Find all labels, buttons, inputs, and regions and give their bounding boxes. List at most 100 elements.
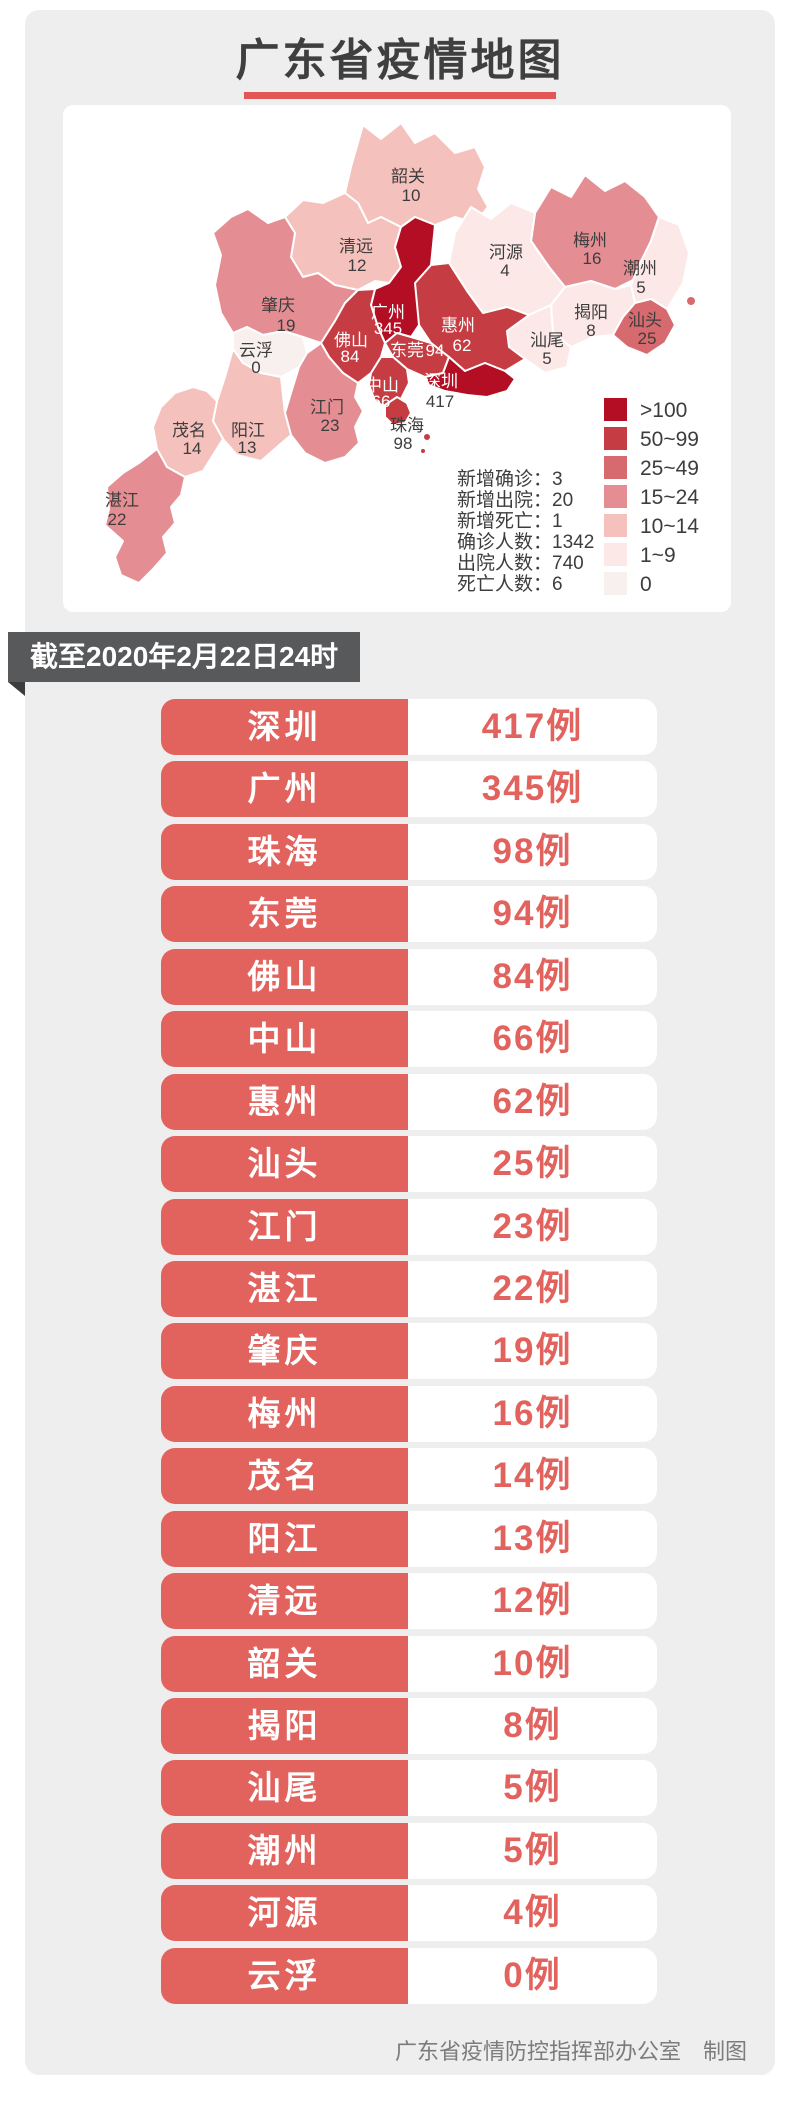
table-row: 深圳 417例 (161, 699, 657, 755)
region-huizhou (406, 262, 530, 372)
region-zhuhai (384, 396, 412, 426)
table-row: 阳江 13例 (161, 1510, 657, 1567)
legend-label-15-24: 15~24 (640, 486, 699, 509)
guangdong-choropleth-map: 韶关 10 清远 12 肇庆 19 云浮 0 梅州 16 河源 4 潮州 5 揭… (104, 122, 699, 596)
table-row-cases: 22例 (408, 1260, 657, 1317)
table-row-cases: 94例 (408, 886, 657, 943)
table-row-cases: 19例 (408, 1323, 657, 1380)
table-row-city: 茂名 (161, 1448, 408, 1505)
map-label-foshan-value: 84 (341, 347, 360, 366)
table-row-city: 汕头 (161, 1136, 408, 1193)
city-case-table: 深圳 417例 广州 345例 珠海 98例 东莞 94例 佛山 84例 中山 66例 惠州… (161, 699, 657, 2010)
map-label-zhaoqing-name: 肇庆 (261, 296, 295, 315)
table-row-cases: 84例 (408, 948, 657, 1005)
map-label-heyuan-value: 4 (500, 261, 509, 280)
region-zhuhai-island-1 (422, 432, 432, 442)
map-label-jieyang-value: 8 (586, 321, 595, 340)
table-row-city: 中山 (161, 1011, 408, 1068)
legend-label-10-14: 10~14 (640, 515, 699, 538)
map-label-dongguan-value: 94 (426, 341, 445, 360)
table-row: 佛山 84例 (161, 948, 657, 1005)
map-label-shantou-value: 25 (638, 329, 657, 348)
table-row-city: 湛江 (161, 1260, 408, 1317)
map-label-jiangmen-name: 江门 (310, 398, 344, 417)
map-label-dongguan-name: 东莞 (390, 341, 424, 360)
stat-total-deaths: 死亡人数：6 (457, 573, 563, 595)
table-row: 汕尾 5例 (161, 1760, 657, 1817)
table-row-cases: 417例 (408, 699, 657, 755)
region-yunfu (232, 326, 308, 378)
map-label-zhuhai-name: 珠海 (390, 416, 424, 435)
table-row-city: 珠海 (161, 823, 408, 880)
table-row-cases: 98例 (408, 823, 657, 880)
map-label-jiangmen-value: 23 (321, 416, 340, 435)
table-row: 中山 66例 (161, 1011, 657, 1068)
table-row: 云浮 0例 (161, 1947, 657, 2004)
table-row-cases: 10例 (408, 1635, 657, 1692)
table-row-city: 东莞 (161, 886, 408, 943)
table-row: 湛江 22例 (161, 1260, 657, 1317)
table-row-city: 韶关 (161, 1635, 408, 1692)
legend-swatch-50-99 (604, 427, 627, 450)
page-title: 广东省疫情地图 (235, 36, 565, 85)
table-row: 潮州 5例 (161, 1822, 657, 1879)
date-banner-fold (8, 682, 25, 696)
table-row-cases: 14例 (408, 1448, 657, 1505)
table-row: 广州 345例 (161, 761, 657, 818)
stat-new-discharged: 新增出院：20 (457, 489, 573, 511)
map-label-yangjiang-name: 阳江 (231, 421, 265, 440)
table-row-cases: 25例 (408, 1136, 657, 1193)
table-row-cases: 16例 (408, 1385, 657, 1442)
map-label-meizhou-value: 16 (583, 249, 602, 268)
table-row-cases: 66例 (408, 1011, 657, 1068)
region-zhanjiang (104, 448, 186, 584)
map-label-shaoguan-value: 10 (402, 186, 421, 205)
legend-swatch-gt100 (604, 398, 627, 421)
map-label-huizhou-name: 惠州 (441, 316, 475, 335)
map-label-chaozhou-name: 潮州 (623, 259, 657, 278)
region-jiangmen (284, 342, 364, 464)
map-label-shanwei-value: 5 (542, 349, 551, 368)
table-row: 惠州 62例 (161, 1073, 657, 1130)
map-label-meizhou-name: 梅州 (573, 231, 607, 250)
table-row-city: 江门 (161, 1198, 408, 1255)
content-card: 广东省疫情地图 (8, 10, 775, 2075)
table-row: 梅州 16例 (161, 1385, 657, 1442)
stat-new-confirmed: 新增确诊：3 (457, 468, 563, 490)
legend-label-gt100: >100 (640, 399, 687, 422)
map-label-zhongshan-value: 66 (372, 392, 391, 411)
map-label-qingyuan-name: 清远 (339, 237, 373, 256)
stat-new-deaths: 新增死亡：1 (457, 510, 563, 532)
footer-credit: 广东省疫情防控指挥部办公室 制图 (394, 2039, 747, 2064)
table-row-city: 惠州 (161, 1073, 408, 1130)
region-shenzhen (424, 356, 516, 398)
table-row-city: 梅州 (161, 1385, 408, 1442)
table-row: 韶关 10例 (161, 1635, 657, 1692)
stat-total-confirmed: 确诊人数：1342 (457, 531, 594, 553)
map-label-yunfu-value: 0 (251, 358, 260, 377)
legend-swatch-15-24 (604, 485, 627, 508)
map-label-zhanjiang-name: 湛江 (105, 491, 139, 510)
table-row-city: 汕尾 (161, 1760, 408, 1817)
table-row: 肇庆 19例 (161, 1323, 657, 1380)
map-label-huizhou-value: 62 (453, 336, 472, 355)
map-label-zhaoqing-value: 19 (277, 316, 296, 335)
table-row-cases: 4例 (408, 1885, 657, 1942)
table-row: 清远 12例 (161, 1573, 657, 1630)
legend-label-1-9: 1~9 (640, 544, 676, 567)
map-summary-stats: 新增确诊：3 新增出院：20 新增死亡：1 确诊人数：1342 出院人数：740… (457, 468, 594, 595)
table-row-city: 揭阳 (161, 1698, 408, 1754)
region-shantou-island (685, 295, 697, 307)
map-label-shenzhen-value: 417 (426, 392, 454, 411)
map-label-guangzhou-value: 345 (374, 319, 402, 338)
legend-label-50-99: 50~99 (640, 428, 699, 451)
table-row-cases: 5例 (408, 1822, 657, 1879)
map-card: 韶关 10 清远 12 肇庆 19 云浮 0 梅州 16 河源 4 潮州 5 揭… (63, 105, 731, 612)
map-label-foshan-name: 佛山 (334, 331, 368, 350)
table-row-city: 潮州 (161, 1822, 408, 1879)
table-row-cases: 8例 (408, 1698, 657, 1754)
table-row-city: 深圳 (161, 699, 408, 755)
map-label-chaozhou-value: 5 (636, 278, 645, 297)
map-label-zhongshan-name: 中山 (365, 376, 399, 395)
table-row-cases: 62例 (408, 1073, 657, 1130)
